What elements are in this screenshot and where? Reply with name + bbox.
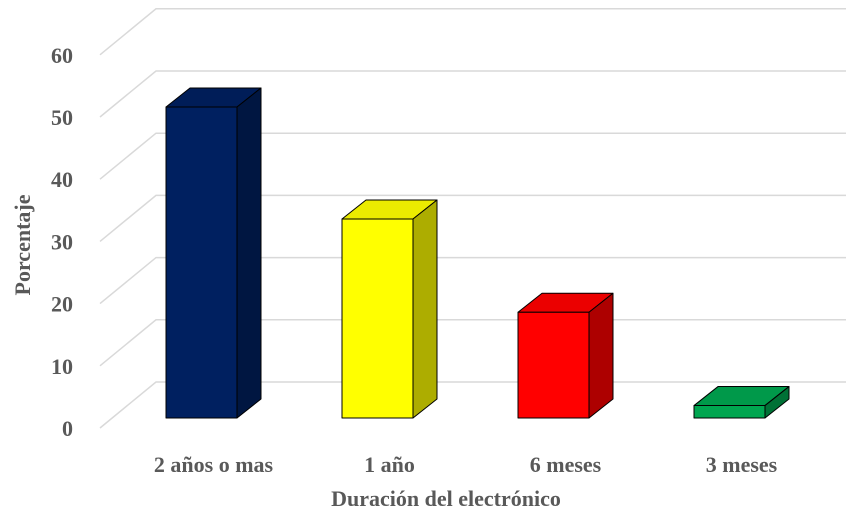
bars <box>165 87 790 419</box>
x-tick-label: 2 años o mas <box>154 452 274 477</box>
gridline <box>99 381 846 429</box>
bar-front-face <box>341 218 414 419</box>
bar <box>341 199 438 419</box>
bar <box>517 292 614 419</box>
bar-front-face <box>165 106 238 419</box>
y-tick-label: 10 <box>51 354 73 379</box>
x-tick-label: 3 meses <box>706 452 778 477</box>
gridline <box>99 256 846 305</box>
gridlines <box>99 8 846 429</box>
bar-front-face <box>517 311 590 419</box>
y-tick-label: 60 <box>51 43 73 68</box>
bar-front-face <box>693 405 766 419</box>
y-tick-label: 50 <box>51 105 73 130</box>
y-tick-label: 40 <box>51 167 73 192</box>
gridline <box>99 132 846 180</box>
gridline <box>99 70 846 118</box>
y-axis-ticks: 0 10 20 30 40 50 60 <box>51 43 73 441</box>
x-axis-ticks: 2 años o mas 1 año 6 meses 3 meses <box>154 452 778 477</box>
y-axis-title: Porcentaje <box>10 194 35 295</box>
y-tick-label: 0 <box>62 416 73 441</box>
x-axis-title: Duración del electrónico <box>331 486 561 511</box>
x-tick-label: 6 meses <box>530 452 602 477</box>
gridline <box>99 194 846 242</box>
bar <box>165 87 262 419</box>
y-tick-label: 20 <box>51 292 73 317</box>
bar <box>693 386 790 419</box>
x-tick-label: 1 año <box>364 452 415 477</box>
gridline <box>99 319 846 367</box>
y-tick-label: 30 <box>51 229 73 254</box>
bar-side-face <box>588 292 614 419</box>
bar-side-face <box>236 87 262 419</box>
bar-side-face <box>412 199 438 419</box>
gridline <box>99 8 846 56</box>
